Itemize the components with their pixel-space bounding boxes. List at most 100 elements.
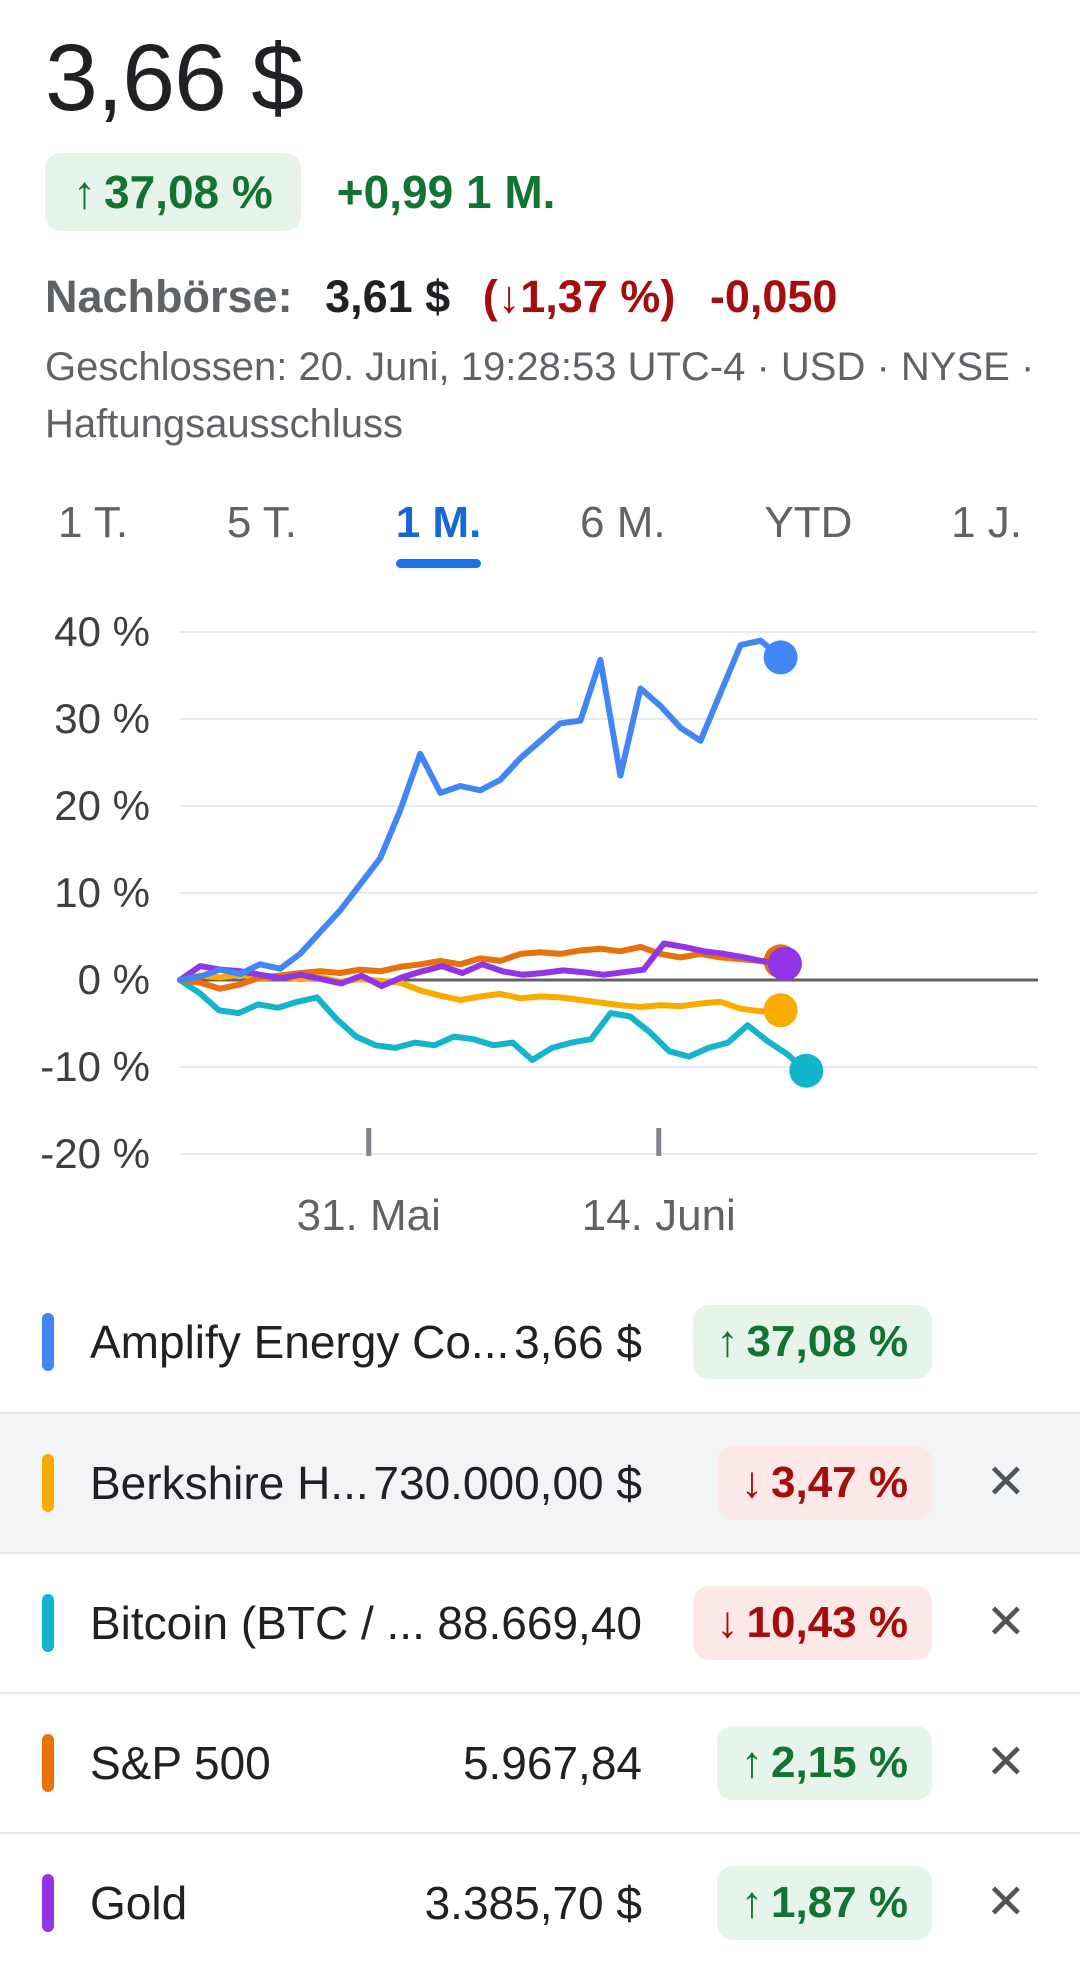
comparison-chart-svg[interactable]: 40 % 30 % 20 % 10 % 0 % -10 % -20 % 31. Mai 14. … bbox=[0, 592, 1080, 1252]
y-axis-label: -20 % bbox=[40, 1130, 150, 1177]
up-arrow-icon: ↑ bbox=[741, 1878, 764, 1928]
disclaimer-link[interactable]: Haftungsausschluss bbox=[45, 401, 403, 446]
change-absolute: +0,99 1 M. bbox=[336, 165, 556, 218]
tab-label: 1 M. bbox=[395, 498, 482, 548]
market-status: Geschlossen: 20. Juni, 19:28:53 UTC-4 · … bbox=[45, 339, 1035, 453]
change-percent: 10,43 % bbox=[746, 1598, 908, 1648]
remove-column: ✕ bbox=[932, 1453, 1038, 1513]
change-badge: ↑ 1,87 % bbox=[717, 1866, 932, 1941]
close-icon: ✕ bbox=[985, 1456, 1026, 1510]
series-color-bar bbox=[42, 1454, 54, 1513]
legend-row-s-p-500[interactable]: S&P 500 5.967,84 ↑ 2,15 % ✕ bbox=[0, 1692, 1080, 1833]
remove-series-button[interactable]: ✕ bbox=[974, 1453, 1038, 1513]
series-name: Amplify Energy Co... bbox=[90, 1316, 510, 1369]
y-axis-label: -10 % bbox=[40, 1043, 150, 1090]
series-name: Berkshire H... bbox=[90, 1457, 369, 1510]
after-hours-change-percent: (↓1,37 %) bbox=[482, 270, 676, 322]
change-badge: ↑ 37,08 % bbox=[692, 1305, 932, 1380]
tab-1t[interactable]: 1 T. bbox=[58, 498, 128, 564]
remove-series-button[interactable]: ✕ bbox=[974, 1733, 1038, 1793]
series-color-bar bbox=[42, 1874, 54, 1933]
tab-5t[interactable]: 5 T. bbox=[227, 498, 297, 564]
tab-label: 1 T. bbox=[58, 498, 129, 548]
y-axis-label: 0 % bbox=[78, 956, 150, 1003]
time-range-tabs: 1 T. 5 T. 1 M. 6 M. YTD 1 J. bbox=[0, 498, 1080, 569]
change-percent: 37,08 % bbox=[746, 1317, 908, 1367]
change-row: ↑ 37,08 % +0,99 1 M. bbox=[45, 152, 1035, 231]
tab-1m[interactable]: 1 M. bbox=[395, 498, 482, 569]
change-percent-value: 37,08 % bbox=[104, 165, 273, 218]
change-badge-wrap: ↓ 3,47 % bbox=[678, 1446, 932, 1521]
series-value: 5.967,84 bbox=[462, 1737, 642, 1790]
remove-column: ✕ bbox=[932, 1593, 1038, 1653]
remove-series-button[interactable]: ✕ bbox=[974, 1873, 1038, 1933]
comparison-chart: 40 % 30 % 20 % 10 % 0 % -10 % -20 % 31. Mai 14. … bbox=[0, 592, 1080, 1252]
remove-column: ✕ bbox=[932, 1873, 1038, 1933]
series-value: 3.385,70 $ bbox=[424, 1877, 642, 1930]
change-percent: 2,15 % bbox=[771, 1738, 908, 1788]
x-axis-label: 14. Juni bbox=[582, 1191, 736, 1240]
x-axis-label: 31. Mai bbox=[297, 1191, 441, 1240]
close-icon: ✕ bbox=[985, 1596, 1026, 1650]
series-line-amplify bbox=[177, 638, 784, 984]
series-name: Gold bbox=[90, 1877, 188, 1930]
series-name: S&P 500 bbox=[90, 1737, 271, 1790]
tab-1j[interactable]: 1 J. bbox=[951, 498, 1022, 564]
series-end-dot-gold bbox=[767, 947, 802, 982]
comparison-legend: Amplify Energy Co... 3,66 $ ↑ 37,08 % Berksh… bbox=[0, 1272, 1080, 1972]
series-color-bar bbox=[42, 1594, 54, 1653]
close-icon: ✕ bbox=[985, 1876, 1026, 1930]
series-value: 730.000,00 $ bbox=[373, 1457, 642, 1510]
series-value: 88.669,40 bbox=[437, 1597, 642, 1650]
change-percent: 3,47 % bbox=[771, 1458, 908, 1508]
legend-row-berkshire-h[interactable]: Berkshire H... 730.000,00 $ ↓ 3,47 % ✕ bbox=[0, 1412, 1080, 1553]
after-hours-price: 3,61 $ bbox=[325, 270, 451, 322]
change-badge: ↑ 2,15 % bbox=[717, 1726, 932, 1801]
tab-label: 6 M. bbox=[580, 498, 666, 548]
series-end-dot-berkshire bbox=[763, 993, 798, 1028]
up-arrow-icon: ↑ bbox=[741, 1738, 764, 1788]
tab-label: 1 J. bbox=[951, 498, 1022, 548]
change-badge-wrap: ↑ 1,87 % bbox=[678, 1866, 932, 1941]
series-name: Bitcoin (BTC / ... bbox=[90, 1597, 425, 1650]
change-percent-badge: ↑ 37,08 % bbox=[45, 152, 301, 231]
up-arrow-icon: ↑ bbox=[716, 1317, 739, 1367]
after-hours-change-absolute: -0,050 bbox=[709, 270, 838, 322]
tab-label: 5 T. bbox=[226, 498, 297, 548]
tab-6m[interactable]: 6 M. bbox=[580, 498, 666, 564]
series-end-dot-amplify bbox=[763, 640, 798, 675]
legend-row-amplify-energy-co[interactable]: Amplify Energy Co... 3,66 $ ↑ 37,08 % bbox=[0, 1272, 1080, 1413]
change-badge-wrap: ↓ 10,43 % bbox=[678, 1586, 932, 1661]
change-badge-wrap: ↑ 37,08 % bbox=[678, 1305, 932, 1380]
change-badge: ↓ 10,43 % bbox=[692, 1586, 932, 1661]
legend-row-bitcoin-btc[interactable]: Bitcoin (BTC / ... 88.669,40 ↓ 10,43 % ✕ bbox=[0, 1552, 1080, 1693]
change-badge: ↓ 3,47 % bbox=[717, 1446, 932, 1521]
quote-header: 3,66 $ ↑ 37,08 % +0,99 1 M. Nachbörse: 3… bbox=[0, 0, 1080, 452]
remove-column: ✕ bbox=[932, 1733, 1038, 1793]
after-hours-row: Nachbörse: 3,61 $ (↓1,37 %) -0,050 bbox=[45, 269, 1035, 325]
y-axis-label: 30 % bbox=[54, 695, 150, 742]
y-axis-label: 40 % bbox=[54, 608, 150, 655]
series-value: 3,66 $ bbox=[514, 1316, 642, 1369]
tab-ytd[interactable]: YTD bbox=[764, 498, 852, 564]
active-tab-underline bbox=[395, 559, 482, 569]
market-status-text: Geschlossen: 20. Juni, 19:28:53 UTC-4 · … bbox=[45, 344, 1035, 389]
y-axis-label: 10 % bbox=[54, 869, 150, 916]
down-arrow-icon: ↓ bbox=[741, 1458, 764, 1508]
series-end-dot-bitcoin bbox=[789, 1054, 824, 1089]
series-line-bitcoin bbox=[177, 977, 810, 1075]
current-price: 3,66 $ bbox=[45, 25, 304, 131]
series-color-bar bbox=[42, 1313, 54, 1372]
y-axis-label: 20 % bbox=[54, 782, 150, 829]
down-arrow-icon: ↓ bbox=[716, 1598, 739, 1648]
change-badge-wrap: ↑ 2,15 % bbox=[678, 1726, 932, 1801]
series-line-gold bbox=[177, 940, 788, 990]
tab-label: YTD bbox=[764, 498, 853, 548]
remove-series-button[interactable]: ✕ bbox=[974, 1593, 1038, 1653]
legend-row-gold[interactable]: Gold 3.385,70 $ ↑ 1,87 % ✕ bbox=[0, 1832, 1080, 1972]
after-hours-label: Nachbörse: bbox=[45, 270, 293, 322]
change-percent: 1,87 % bbox=[771, 1878, 908, 1928]
up-arrow-icon: ↑ bbox=[73, 165, 96, 218]
close-icon: ✕ bbox=[985, 1736, 1026, 1790]
